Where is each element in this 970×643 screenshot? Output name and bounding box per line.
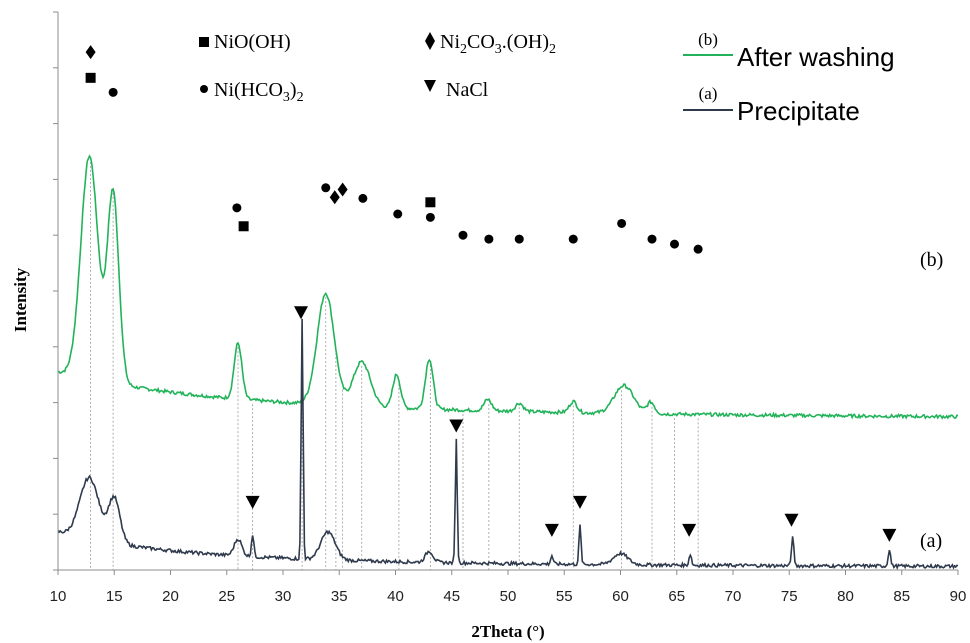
x-tick-label: 70	[725, 588, 742, 605]
marker-circle	[458, 230, 468, 240]
x-tick-label: 10	[50, 588, 67, 605]
marker-triangle	[245, 495, 260, 509]
legend-label-a: Precipitate	[737, 96, 860, 126]
x-axis-title: 2Theta (°)	[471, 622, 544, 641]
x-tick-label: 50	[500, 588, 517, 605]
x-tick-label: 35	[331, 588, 348, 605]
series-label-b: (b)	[920, 249, 943, 271]
marker-circle	[514, 234, 524, 244]
x-tick-label: 75	[781, 588, 798, 605]
marker-diamond	[329, 190, 340, 205]
legend-circle-marker	[200, 85, 208, 93]
series-legend: (b) After washing (a) Precipitate	[683, 30, 895, 126]
legend-ni-hco3-2: Ni(HCO3)2	[214, 79, 304, 105]
y-axis-ticks	[53, 11, 58, 571]
marker-triangle	[449, 419, 464, 433]
x-tick-label: 45	[443, 588, 460, 605]
y-axis-title: Intensity	[11, 267, 30, 332]
marker-circle	[484, 234, 494, 244]
x-tick-label: 25	[218, 588, 235, 605]
x-tick-label: 65	[668, 588, 685, 605]
marker-diamond	[337, 182, 348, 197]
marker-square	[85, 72, 96, 83]
marker-circle	[108, 87, 118, 97]
marker-triangle	[784, 513, 799, 527]
marker-circle	[617, 218, 627, 228]
marker-square	[425, 197, 436, 208]
symbol-legend: NiO(OH) Ni2CO3.(OH)2 Ni(HCO3)2 NaCl	[199, 31, 556, 105]
x-tick-label: 40	[387, 588, 404, 605]
reference-lines	[90, 161, 699, 570]
legend-label-b: After washing	[737, 42, 895, 72]
marker-square	[238, 221, 249, 232]
legend-triangle-marker	[424, 80, 436, 92]
series-line-a	[57, 318, 959, 571]
x-tick-label: 55	[556, 588, 573, 605]
peak-markers	[85, 45, 897, 542]
x-tick-label: 85	[893, 588, 910, 605]
x-tick-label: 30	[275, 588, 292, 605]
marker-circle	[647, 234, 657, 244]
series-curves	[57, 154, 959, 571]
x-tick-label: 60	[612, 588, 629, 605]
marker-circle	[693, 244, 703, 254]
legend-key-a: (a)	[699, 84, 718, 103]
marker-triangle	[882, 528, 897, 542]
marker-diamond	[85, 45, 96, 60]
legend-ni2co3-oh2: Ni2CO3.(OH)2	[440, 31, 556, 57]
marker-circle	[232, 203, 242, 213]
x-tick-label: 90	[950, 588, 967, 605]
marker-triangle	[682, 523, 697, 537]
marker-circle	[425, 212, 435, 222]
x-tick-label: 20	[162, 588, 179, 605]
marker-circle	[670, 239, 679, 249]
marker-circle	[393, 209, 403, 219]
legend-square-marker	[199, 37, 209, 47]
marker-triangle	[573, 495, 587, 509]
series-label-a: (a)	[920, 530, 942, 552]
x-tick-label: 80	[837, 588, 854, 605]
legend-nio-oh: NiO(OH)	[214, 31, 291, 53]
marker-triangle	[544, 523, 559, 537]
series-line-b	[57, 154, 959, 420]
marker-circle	[568, 234, 578, 244]
x-tick-label: 15	[106, 588, 123, 605]
marker-triangle	[294, 306, 308, 320]
legend-nacl: NaCl	[446, 79, 489, 101]
legend-key-b: (b)	[698, 30, 718, 49]
x-axis-ticks: 10 15 20 25 30 35 40 45 50 55 60 65 70 75 80 85 90	[50, 570, 967, 605]
marker-circle	[321, 183, 331, 193]
legend-diamond-marker	[425, 32, 435, 50]
marker-circle	[358, 193, 368, 203]
